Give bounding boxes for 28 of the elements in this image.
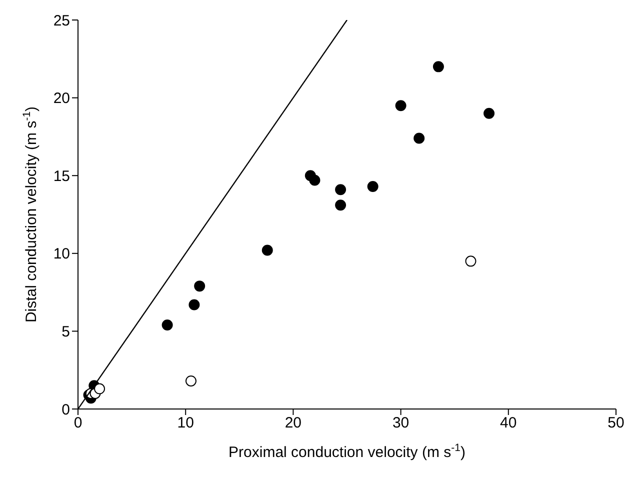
point xyxy=(484,108,495,119)
point xyxy=(414,132,425,144)
point xyxy=(395,100,406,112)
x-axis-title: Proximal conduction velocity (m s$^{-1}$) xyxy=(228,442,466,461)
y-tick-label: 15 xyxy=(53,168,70,185)
point xyxy=(94,383,106,394)
point xyxy=(465,256,476,267)
x-tick-label: 20 xyxy=(284,414,302,432)
y-tick-label: 25 xyxy=(53,12,70,30)
y-tick-label: 5 xyxy=(62,324,70,341)
point xyxy=(335,184,346,196)
x-tick-label: 30 xyxy=(392,414,410,432)
point xyxy=(432,61,444,72)
point xyxy=(188,299,200,310)
point xyxy=(162,319,173,330)
point xyxy=(185,375,196,386)
x-tick-label: 10 xyxy=(177,414,194,432)
x-tick-label: 40 xyxy=(500,414,517,432)
y-tick-label: 0 xyxy=(62,401,70,418)
point xyxy=(262,244,273,256)
point xyxy=(309,174,320,186)
y-tick-label: 20 xyxy=(53,90,70,108)
x-tick-label: 0 xyxy=(74,414,82,432)
x-tick-label: 50 xyxy=(608,414,624,432)
y-tick-label: 10 xyxy=(53,246,70,263)
point xyxy=(194,280,206,292)
point xyxy=(367,180,378,192)
point xyxy=(335,200,346,211)
